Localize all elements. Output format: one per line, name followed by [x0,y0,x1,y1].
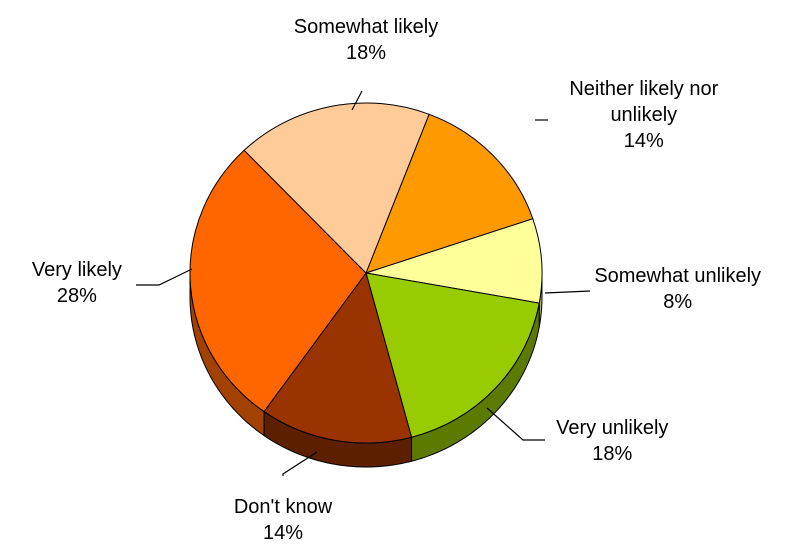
leader-line-somewhat-unlikely [544,290,591,294]
slice-category-label: Neither likely nor [569,78,718,100]
slice-value-label: 18% [346,42,386,64]
slice-labels: Neither likely nor unlikely 14% Somewhat un… [32,16,761,544]
slice-category-label: Somewhat unlikely [594,265,761,287]
leader-line-very-unlikely [486,407,545,441]
pie-slice-very-likely [189,149,367,413]
slice-value-label: 18% [592,443,632,465]
leader-line-somewhat-likely [351,90,363,111]
slice-value-label: 14% [624,130,664,152]
slice-category-label: Somewhat likely [294,16,439,38]
leader-lines [136,90,591,476]
slice-category-label: Don't know [234,496,333,518]
leader-line-very-likely [136,268,193,286]
pie-slice-neither-likely-nor-unlikely [365,113,534,274]
slice-value-label: 8% [663,291,692,313]
slice-category-label: unlikely [610,104,677,126]
slice-value-label: 14% [263,522,303,544]
slice-category-label: Very likely [32,259,122,281]
slice-category-label: Very unlikely [556,417,668,439]
pie-slice-somewhat-unlikely [365,218,543,304]
leader-line-don-t-know [282,451,318,476]
pie-slice-very-unlikely [365,272,540,438]
pie-slice-don-t-know [263,271,413,444]
slice-value-label: 28% [57,285,97,307]
pie-slice-somewhat-likely [243,102,430,274]
pie-slices [189,102,543,444]
